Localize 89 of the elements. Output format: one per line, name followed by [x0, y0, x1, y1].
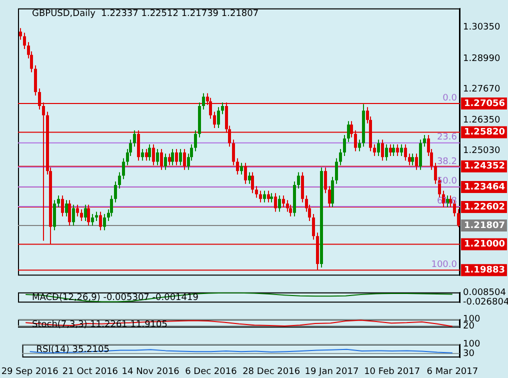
candlestick [251, 172, 254, 194]
candlestick [278, 194, 281, 212]
y-tick-label: 0.008504 [463, 288, 506, 298]
candlestick [221, 102, 224, 115]
x-tick-label: 10 Feb 2017 [364, 367, 420, 378]
candlestick [141, 148, 144, 162]
annotation: 38.2 [436, 157, 457, 168]
y-tick-label: 1.25030 [463, 146, 500, 156]
candlestick [95, 211, 98, 222]
y-tick-label: 30 [463, 348, 475, 359]
ref-line-label: 1.27056 [464, 98, 505, 109]
candlestick [53, 200, 56, 231]
candlestick [148, 144, 151, 162]
candlestick [133, 130, 136, 148]
candlestick [103, 214, 106, 231]
candlestick [84, 204, 87, 222]
y-tick-label: 1.26350 [463, 115, 500, 126]
candlestick [248, 172, 251, 184]
candlestick [404, 144, 407, 162]
candlestick [297, 172, 300, 189]
candlestick [419, 139, 422, 170]
x-tick-label: 14 Nov 2016 [122, 367, 180, 378]
candlestick [110, 194, 113, 217]
x-tick-label: 21 Oct 2016 [62, 367, 118, 378]
ref-line-label: 1.24352 [464, 162, 505, 172]
candlestick [57, 194, 60, 208]
candlestick [240, 162, 243, 176]
candlestick [145, 148, 148, 162]
ref-line-label: 1.22602 [464, 202, 505, 212]
candlestick [156, 148, 159, 166]
x-tick-label: 29 Sep 2016 [1, 367, 59, 378]
candlestick [65, 200, 68, 217]
candlestick [91, 214, 94, 226]
ref-line-label: 1.23464 [464, 182, 505, 192]
candlestick [339, 148, 342, 166]
candlestick [179, 148, 182, 166]
candlestick [373, 144, 376, 156]
candlestick [263, 190, 266, 203]
annotation: 23.6 [436, 132, 458, 143]
candlestick [358, 139, 361, 152]
candlestick [389, 144, 392, 156]
candlestick [267, 190, 270, 203]
x-tick-label: 6 Dec 2016 [185, 367, 238, 378]
candlestick [343, 134, 346, 156]
candlestick [392, 144, 395, 156]
x-tick-label: 6 Mar 2017 [426, 367, 478, 378]
ref-line-label: 1.19883 [464, 266, 505, 276]
candlestick [270, 192, 273, 203]
candlestick [331, 176, 334, 208]
candlestick [423, 134, 426, 148]
ref-line-label: 1.21807 [464, 220, 505, 231]
candlestick [80, 208, 83, 222]
candlestick [411, 153, 414, 166]
candlestick [164, 153, 167, 170]
candlestick [259, 190, 262, 203]
chart-title: GBPUSD,Daily 1.22337 1.22512 1.21739 1.21807 [32, 9, 259, 20]
candlestick [400, 144, 403, 156]
candlestick [377, 139, 380, 156]
ref-line-label: 1.25820 [464, 128, 505, 138]
candlestick [118, 172, 121, 189]
y-tick-label: 1.30350 [463, 22, 500, 32]
y-tick-label: 1.27670 [463, 84, 500, 95]
candlestick [23, 32, 26, 50]
candlestick [335, 158, 338, 184]
candlestick [255, 186, 258, 198]
candlestick [122, 158, 125, 180]
candlestick [381, 139, 384, 162]
candlestick [114, 181, 117, 203]
y-tick-label: 1.28990 [463, 54, 500, 64]
candlestick [396, 144, 399, 156]
candlestick [217, 106, 220, 129]
y-tick-label: 100 [463, 340, 480, 350]
candlestick [171, 148, 174, 166]
candlestick [385, 144, 388, 162]
candlestick [194, 130, 197, 152]
candlestick [19, 28, 22, 40]
candlestick [301, 172, 304, 203]
ref-line-label: 1.21000 [464, 240, 505, 250]
candlestick [99, 211, 102, 231]
candlestick [72, 204, 75, 226]
annotation: 100.0 [431, 260, 458, 270]
x-tick-label: 28 Dec 2016 [242, 367, 300, 378]
candlestick [347, 120, 350, 142]
annotation: 0.0 [442, 93, 458, 104]
candlestick [34, 64, 37, 96]
x-tick-label: 19 Jan 2017 [304, 367, 359, 378]
candlestick [202, 92, 205, 110]
candlestick [213, 111, 216, 129]
candlestick [312, 214, 315, 240]
